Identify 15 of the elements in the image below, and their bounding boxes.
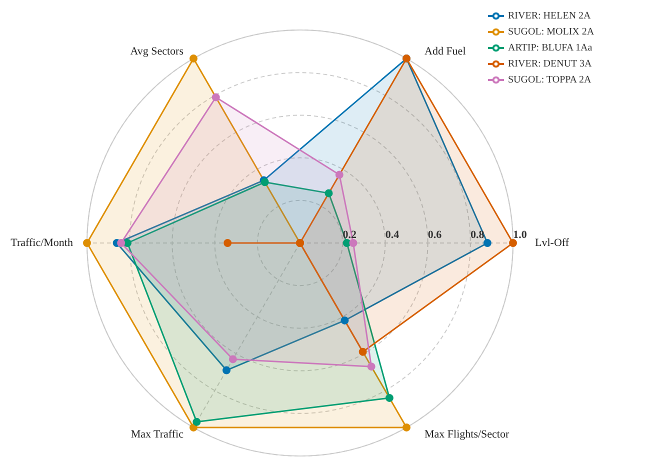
- y-tick-label: 0.4: [385, 229, 400, 241]
- y-tick-label: 0.6: [428, 229, 442, 241]
- spoke-label: Add Fuel: [424, 46, 466, 58]
- spoke-label: Max Flights/Sector: [424, 428, 510, 440]
- spoke-label: Max Traffic: [130, 428, 184, 440]
- legend-label: SUGOL: TOPPA 2A: [508, 74, 592, 86]
- y-tick-label: 1.0: [513, 229, 528, 241]
- y-tick-label: 0.8: [470, 229, 485, 241]
- spoke-label: Avg Sectors: [130, 46, 184, 58]
- spoke-label: Lvl-Off: [535, 237, 570, 249]
- legend-label: RIVER: HELEN 2A: [508, 10, 591, 22]
- legend-label: ARTIP: BLUFA 1Aa: [508, 42, 592, 54]
- legend-label: SUGOL: MOLIX 2A: [508, 26, 594, 38]
- legend-label: RIVER: DENUT 3A: [508, 58, 592, 70]
- spoke-label: Traffic/Month: [10, 237, 74, 249]
